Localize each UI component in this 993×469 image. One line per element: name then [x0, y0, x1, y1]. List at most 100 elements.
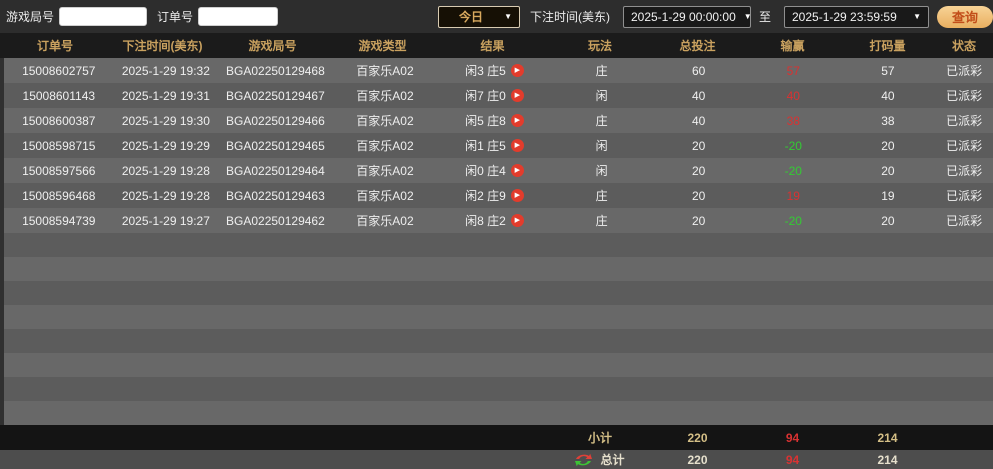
cell-round-no: BGA02250129462 — [226, 213, 325, 228]
cell-round-no: BGA02250129465 — [226, 138, 325, 153]
play-icon[interactable]: ▶ — [510, 114, 524, 127]
cell-win-loss: -20 — [784, 138, 802, 153]
cell-total-bet: 20 — [692, 213, 706, 228]
cell-result: 闲8 庄2 ▶ — [437, 212, 552, 229]
date-to-select[interactable]: 2025-1-29 23:59:59 ▼ — [784, 5, 929, 28]
cell-win-loss: 40 — [786, 88, 800, 103]
cell-play-type: 庄 — [595, 189, 608, 203]
cell-game-type: 百家乐A02 — [356, 164, 414, 178]
cell-status: 已派彩 — [946, 64, 983, 78]
cell-bet-time: 2025-1-29 19:31 — [121, 88, 210, 103]
col-game-type: 游戏类型 — [358, 39, 407, 53]
col-play-type: 玩法 — [587, 39, 612, 53]
order-no-input[interactable] — [198, 7, 279, 26]
result-text: 闲0 庄4 — [465, 164, 506, 178]
result-text: 闲3 庄5 — [465, 64, 506, 78]
empty-row — [0, 257, 993, 281]
cell-bet-time: 2025-1-29 19:30 — [121, 113, 210, 128]
play-icon[interactable]: ▶ — [510, 189, 524, 202]
table-row: 15008601143 2025-1-29 19:31 BGA02250129467… — [0, 83, 993, 108]
quick-range-select[interactable]: 今日 ▼ — [437, 5, 520, 28]
play-icon[interactable]: ▶ — [510, 139, 524, 152]
empty-row — [0, 329, 993, 353]
game-round-input[interactable] — [59, 7, 148, 26]
cell-result: 闲2 庄9 ▶ — [437, 187, 552, 204]
cell-order-no: 15008602757 — [22, 63, 96, 78]
cell-win-loss: -20 — [784, 213, 802, 228]
bet-time-label: 下注时间(美东) — [529, 10, 610, 24]
col-round-no: 游戏局号 — [248, 39, 297, 53]
grand-total-row: 总计 220 94 214 — [0, 450, 993, 469]
filter-bar: 游戏局号 订单号 今日 ▼ 下注时间(美东) 2025-1-29 00:00:0… — [0, 0, 993, 33]
cell-play-type: 闲 — [595, 89, 608, 103]
empty-row — [0, 305, 993, 329]
cell-total-bet: 40 — [692, 88, 706, 103]
play-icon[interactable]: ▶ — [510, 89, 524, 102]
cell-bet-time: 2025-1-29 19:32 — [121, 63, 210, 78]
result-text: 闲1 庄5 — [465, 139, 506, 153]
cell-turnover: 40 — [881, 88, 895, 103]
empty-row — [0, 233, 993, 257]
col-status: 状态 — [951, 39, 976, 53]
grand-win-loss: 94 — [785, 452, 800, 467]
play-icon[interactable]: ▶ — [510, 164, 524, 177]
order-no-label: 订单号 — [157, 10, 194, 24]
cell-total-bet: 20 — [692, 138, 706, 153]
subtotal-turnover: 214 — [877, 430, 898, 445]
cell-result: 闲3 庄5 ▶ — [437, 62, 552, 79]
cell-win-loss: 38 — [786, 113, 800, 128]
cell-bet-time: 2025-1-29 19:27 — [121, 213, 210, 228]
subtotal-row: 小计 220 94 214 — [0, 425, 993, 450]
table-row: 15008600387 2025-1-29 19:30 BGA02250129466… — [0, 108, 993, 133]
result-text: 闲5 庄8 — [465, 114, 506, 128]
play-icon[interactable]: ▶ — [510, 214, 524, 227]
query-button[interactable]: 查询 — [937, 5, 993, 28]
empty-row — [0, 401, 993, 425]
cell-total-bet: 20 — [692, 188, 706, 203]
cell-turnover: 38 — [881, 113, 895, 128]
cell-bet-time: 2025-1-29 19:28 — [121, 188, 210, 203]
col-win-loss: 输赢 — [780, 39, 805, 53]
cell-win-loss: -20 — [784, 163, 802, 178]
cell-total-bet: 40 — [692, 113, 706, 128]
cell-game-type: 百家乐A02 — [356, 214, 414, 228]
empty-row — [0, 353, 993, 377]
cell-game-type: 百家乐A02 — [356, 139, 414, 153]
win-loss-arrows-icon — [575, 453, 593, 466]
cell-play-type: 闲 — [595, 139, 608, 153]
cell-status: 已派彩 — [946, 139, 983, 153]
cell-turnover: 19 — [881, 188, 895, 203]
cell-game-type: 百家乐A02 — [356, 189, 414, 203]
cell-result: 闲0 庄4 ▶ — [437, 162, 552, 179]
cell-status: 已派彩 — [946, 164, 983, 178]
cell-total-bet: 20 — [692, 163, 706, 178]
table-row: 15008596468 2025-1-29 19:28 BGA02250129463… — [0, 183, 993, 208]
table-row: 15008594739 2025-1-29 19:27 BGA02250129462… — [0, 208, 993, 233]
col-order-no: 订单号 — [36, 39, 73, 53]
cell-status: 已派彩 — [946, 214, 983, 228]
date-from-select[interactable]: 2025-1-29 00:00:00 ▼ — [622, 5, 752, 28]
cell-game-type: 百家乐A02 — [356, 114, 414, 128]
empty-row — [0, 281, 993, 305]
date-to-value: 2025-1-29 23:59:59 — [792, 9, 897, 24]
result-text: 闲8 庄2 — [465, 214, 506, 228]
cell-result: 闲7 庄0 ▶ — [437, 87, 552, 104]
cell-play-type: 闲 — [595, 164, 608, 178]
result-text: 闲7 庄0 — [465, 89, 506, 103]
grand-turnover: 214 — [877, 452, 898, 467]
table-header: 订单号 下注时间(美东) 游戏局号 游戏类型 结果 玩法 总投注 输赢 打码量 … — [0, 33, 993, 58]
play-icon[interactable]: ▶ — [510, 64, 524, 77]
cell-turnover: 57 — [881, 63, 895, 78]
cell-turnover: 20 — [881, 213, 895, 228]
cell-order-no: 15008597566 — [22, 163, 96, 178]
cell-result: 闲5 庄8 ▶ — [437, 112, 552, 129]
chevron-down-icon: ▼ — [504, 12, 512, 21]
cell-order-no: 15008594739 — [22, 213, 96, 228]
col-total-bet: 总投注 — [679, 39, 716, 53]
cell-play-type: 庄 — [595, 214, 608, 228]
col-bet-time: 下注时间(美东) — [122, 39, 203, 53]
cell-order-no: 15008598715 — [22, 138, 96, 153]
chevron-down-icon: ▼ — [743, 12, 752, 21]
grand-total-bet: 220 — [687, 452, 708, 467]
cell-win-loss: 57 — [786, 63, 800, 78]
